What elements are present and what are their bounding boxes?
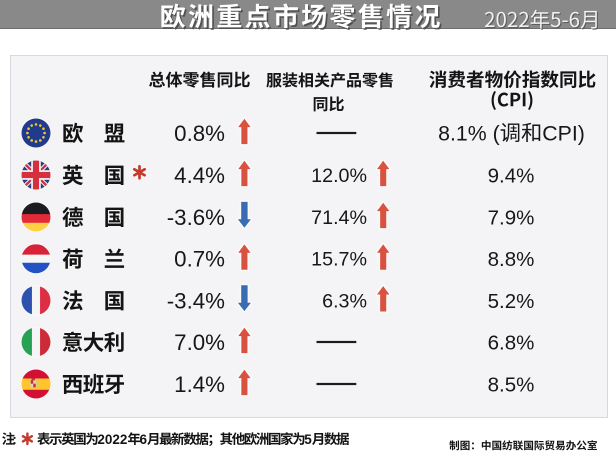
svg-text:8.1% (: 8.1% ( bbox=[438, 121, 500, 145]
svg-text:2022: 2022 bbox=[97, 432, 127, 447]
svg-text:-3.4%: -3.4% bbox=[167, 288, 225, 313]
svg-text:4.4%: 4.4% bbox=[174, 163, 225, 188]
svg-text:6: 6 bbox=[140, 432, 148, 447]
svg-text:71.4%: 71.4% bbox=[311, 207, 367, 229]
svg-text:12.0%: 12.0% bbox=[311, 165, 367, 187]
svg-text:6.3%: 6.3% bbox=[322, 290, 367, 312]
svg-text:9.4%: 9.4% bbox=[488, 164, 535, 187]
svg-text:6.8%: 6.8% bbox=[488, 331, 535, 354]
svg-text:0.7%: 0.7% bbox=[174, 247, 225, 272]
svg-text:5.2%: 5.2% bbox=[488, 290, 535, 313]
svg-text:5: 5 bbox=[304, 432, 312, 447]
svg-text:8.5%: 8.5% bbox=[488, 373, 535, 396]
svg-text:15.7%: 15.7% bbox=[311, 249, 367, 271]
svg-text:0.8%: 0.8% bbox=[174, 121, 225, 146]
svg-text::: : bbox=[12, 432, 17, 447]
svg-text:-3.6%: -3.6% bbox=[167, 205, 225, 230]
svg-text:7.0%: 7.0% bbox=[174, 330, 225, 355]
svg-text:8.8%: 8.8% bbox=[488, 248, 535, 271]
svg-text:CPI): CPI) bbox=[542, 121, 585, 145]
svg-text:7.9%: 7.9% bbox=[488, 206, 535, 229]
svg-text:1.4%: 1.4% bbox=[174, 372, 225, 397]
